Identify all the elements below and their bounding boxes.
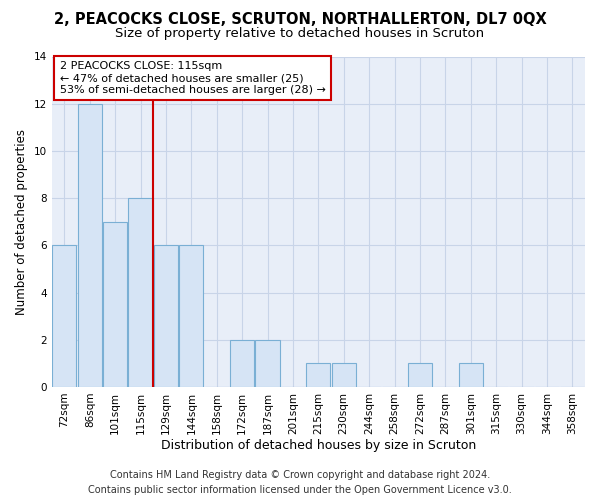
- Bar: [52, 246, 76, 387]
- Bar: [103, 222, 127, 387]
- Text: Contains HM Land Registry data © Crown copyright and database right 2024.
Contai: Contains HM Land Registry data © Crown c…: [88, 470, 512, 495]
- Bar: [179, 246, 203, 387]
- Bar: [458, 364, 483, 387]
- X-axis label: Distribution of detached houses by size in Scruton: Distribution of detached houses by size …: [161, 440, 476, 452]
- Text: 2 PEACOCKS CLOSE: 115sqm
← 47% of detached houses are smaller (25)
53% of semi-d: 2 PEACOCKS CLOSE: 115sqm ← 47% of detach…: [59, 62, 326, 94]
- Bar: [332, 364, 356, 387]
- Bar: [306, 364, 331, 387]
- Text: Size of property relative to detached houses in Scruton: Size of property relative to detached ho…: [115, 28, 485, 40]
- Y-axis label: Number of detached properties: Number of detached properties: [15, 128, 28, 314]
- Bar: [154, 246, 178, 387]
- Bar: [77, 104, 102, 387]
- Bar: [256, 340, 280, 387]
- Bar: [128, 198, 152, 387]
- Bar: [408, 364, 432, 387]
- Bar: [230, 340, 254, 387]
- Text: 2, PEACOCKS CLOSE, SCRUTON, NORTHALLERTON, DL7 0QX: 2, PEACOCKS CLOSE, SCRUTON, NORTHALLERTO…: [53, 12, 547, 28]
